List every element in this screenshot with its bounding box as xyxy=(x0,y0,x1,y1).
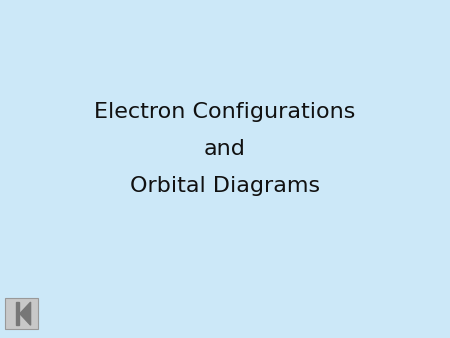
Polygon shape xyxy=(20,302,31,325)
FancyBboxPatch shape xyxy=(5,298,38,329)
Text: and: and xyxy=(204,139,246,159)
Text: Orbital Diagrams: Orbital Diagrams xyxy=(130,176,320,196)
Text: Electron Configurations: Electron Configurations xyxy=(94,101,356,122)
Bar xyxy=(16,302,19,325)
